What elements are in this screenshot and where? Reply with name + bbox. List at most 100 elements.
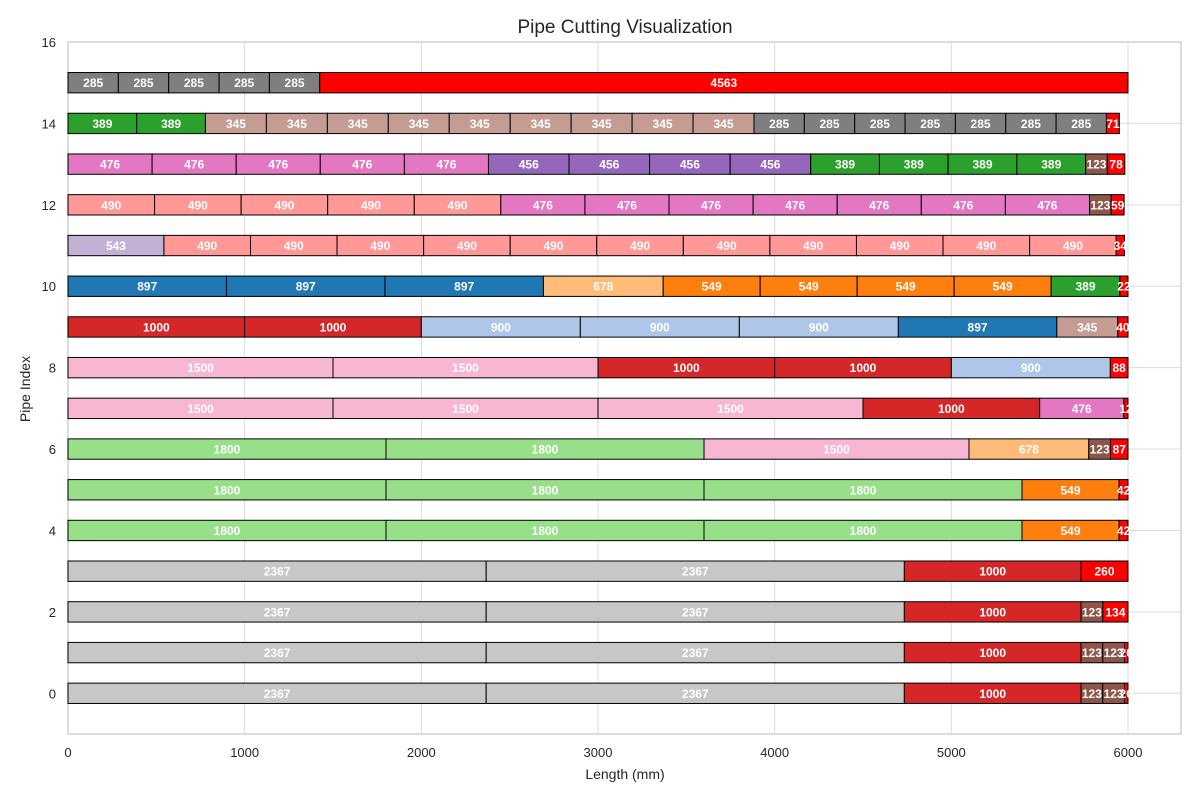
y-tick-label: 4 xyxy=(49,523,56,538)
segment-label: 42 xyxy=(1117,483,1131,497)
segment-label: 389 xyxy=(972,158,992,172)
segment-label: 476 xyxy=(785,198,805,212)
segment-label: 1800 xyxy=(850,483,877,497)
y-tick-label: 8 xyxy=(49,361,56,376)
segment-label: 20 xyxy=(1120,646,1134,660)
waste-segment xyxy=(1105,112,1120,135)
segment-label: 285 xyxy=(920,117,940,131)
segment-label: 22 xyxy=(1117,280,1131,294)
segment-label: 490 xyxy=(197,239,217,253)
segment-label: 123 xyxy=(1104,687,1124,701)
segment-label: 490 xyxy=(543,239,563,253)
y-tick-label: 14 xyxy=(42,116,56,131)
segment-label: 490 xyxy=(976,239,996,253)
segment-label: 345 xyxy=(470,117,490,131)
segment-label: 20 xyxy=(1120,687,1134,701)
segment-label: 260 xyxy=(1094,565,1114,579)
segment-label: 123 xyxy=(1086,158,1106,172)
segment-label: 1500 xyxy=(187,402,214,416)
x-tick-label: 0 xyxy=(64,745,71,760)
segment-label: 389 xyxy=(161,117,181,131)
segment-label: 490 xyxy=(1063,239,1083,253)
segment-label: 389 xyxy=(835,158,855,172)
segment-label: 897 xyxy=(137,280,157,294)
segment-label: 1800 xyxy=(532,524,559,538)
y-tick-label: 12 xyxy=(42,198,56,213)
segment-label: 285 xyxy=(1021,117,1041,131)
segment-label: 549 xyxy=(799,280,819,294)
segment-label: 123 xyxy=(1082,646,1102,660)
segment-label: 345 xyxy=(226,117,246,131)
waste-segment xyxy=(1117,316,1129,338)
segment-label: 490 xyxy=(188,198,208,212)
segment-label: 345 xyxy=(592,117,612,131)
segment-label: 1500 xyxy=(187,361,214,375)
segment-label: 71 xyxy=(1106,117,1120,131)
segment-label: 549 xyxy=(896,280,916,294)
segment-label: 389 xyxy=(1075,280,1095,294)
pipe-row: 285 285 285 285 285 4563 xyxy=(67,72,1129,94)
pipe-row: 389 389 345 345 345 345 345 345 345 345 345 285 285 2… xyxy=(67,112,1120,135)
segment-label: 123 xyxy=(1082,605,1102,619)
segment-label: 2367 xyxy=(264,687,291,701)
x-tick-label: 5000 xyxy=(937,745,966,760)
segment-label: 285 xyxy=(870,117,890,131)
segment-label: 12 xyxy=(1119,402,1133,416)
segment-label: 1000 xyxy=(979,605,1006,619)
segment-label: 1000 xyxy=(979,687,1006,701)
waste-segment xyxy=(1118,479,1129,501)
segment-label: 285 xyxy=(820,117,840,131)
segment-label: 59 xyxy=(1111,198,1125,212)
segment-label: 900 xyxy=(491,320,511,334)
segment-label: 900 xyxy=(1021,361,1041,375)
segment-label: 2367 xyxy=(682,646,709,660)
x-axis-ticks: 0 1000 2000 3000 4000 5000 6000 xyxy=(64,745,1142,760)
waste-segment xyxy=(1115,234,1125,257)
segment-label: 42 xyxy=(1117,524,1131,538)
segment-label: 678 xyxy=(593,280,613,294)
segment-label: 490 xyxy=(717,239,737,253)
pipe-row: 543 490 490 490 490 490 490 490 490 490 490 490 34 xyxy=(67,234,1127,257)
segment-label: 476 xyxy=(436,158,456,172)
x-axis-label: Length (mm) xyxy=(585,766,664,782)
pipe-row: 2367 2367 1000 260 xyxy=(67,560,1129,582)
waste-segment xyxy=(1109,356,1129,379)
segment-label: 389 xyxy=(1041,158,1061,172)
segment-label: 285 xyxy=(83,76,103,90)
pipe-row: 476 476 476 476 476 456 456 456 456 389 389 389 389 1… xyxy=(67,153,1126,175)
segment-label: 490 xyxy=(448,198,468,212)
segment-label: 900 xyxy=(650,320,670,334)
segment-label: 490 xyxy=(361,198,381,212)
segment-label: 345 xyxy=(287,117,307,131)
waste-segment xyxy=(1110,438,1129,460)
segment-label: 2367 xyxy=(682,687,709,701)
segment-label: 476 xyxy=(1037,198,1057,212)
segment-label: 345 xyxy=(348,117,368,131)
segment-label: 456 xyxy=(599,158,619,172)
segment-label: 78 xyxy=(1109,158,1123,172)
y-tick-label: 10 xyxy=(42,279,56,294)
waste-segment xyxy=(1118,519,1129,542)
chart-title: Pipe Cutting Visualization xyxy=(517,17,732,38)
segment-label: 1000 xyxy=(979,646,1006,660)
segment-label: 2367 xyxy=(682,605,709,619)
segment-label: 490 xyxy=(457,239,477,253)
waste-segment xyxy=(1123,682,1129,704)
segment-label: 1500 xyxy=(823,443,850,457)
segment-label: 549 xyxy=(1060,524,1080,538)
plot-area-frame xyxy=(67,41,1182,735)
x-tick-label: 2000 xyxy=(407,745,436,760)
segment-label: 285 xyxy=(769,117,789,131)
segment-label: 476 xyxy=(184,158,204,172)
segment-label: 476 xyxy=(701,198,721,212)
segment-label: 2367 xyxy=(264,605,291,619)
segment-label: 4563 xyxy=(711,76,738,90)
segment-label: 345 xyxy=(714,117,734,131)
segment-label: 1800 xyxy=(850,524,877,538)
segment-label: 123 xyxy=(1082,687,1102,701)
segment-label: 285 xyxy=(971,117,991,131)
y-axis-label: Pipe Index xyxy=(17,356,33,422)
